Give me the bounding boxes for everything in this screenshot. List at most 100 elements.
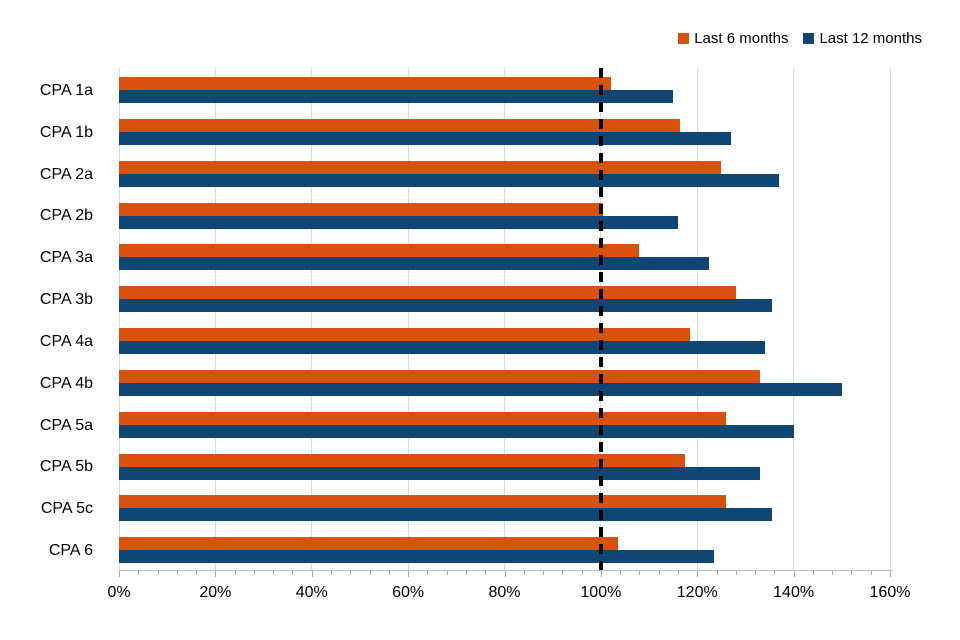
x-axis-minor-tick bbox=[273, 571, 275, 575]
x-axis-major-tick bbox=[408, 571, 410, 577]
x-axis-minor-tick bbox=[446, 571, 448, 575]
category-label: CPA 4a bbox=[39, 332, 93, 350]
x-axis-minor-tick bbox=[292, 571, 294, 575]
bar-last-6-months bbox=[119, 495, 727, 509]
x-axis-tick-label: 40% bbox=[295, 584, 328, 601]
x-axis-major-tick bbox=[311, 571, 313, 577]
bar-last-6-months bbox=[119, 537, 618, 551]
category-label: CPA 5b bbox=[39, 458, 93, 476]
x-axis-major-tick bbox=[793, 571, 795, 577]
gridline bbox=[214, 68, 216, 570]
x-axis-minor-tick bbox=[735, 571, 737, 575]
x-axis-minor-tick bbox=[138, 571, 140, 575]
x-axis-minor-tick bbox=[812, 571, 814, 575]
x-axis-minor-tick bbox=[774, 571, 776, 575]
x-axis-tick-label: 60% bbox=[392, 584, 425, 601]
bar-last-12-months bbox=[119, 466, 760, 480]
x-axis-minor-tick bbox=[331, 571, 333, 575]
x-axis-minor-tick bbox=[562, 571, 564, 575]
x-axis-minor-tick bbox=[658, 571, 660, 575]
x-axis-tick-label: 80% bbox=[488, 584, 521, 601]
x-axis-minor-tick bbox=[350, 571, 352, 575]
x-axis-tick-label: 120% bbox=[676, 584, 718, 601]
x-axis-minor-tick bbox=[620, 571, 622, 575]
bar-last-6-months bbox=[119, 244, 640, 258]
bar-last-6-months bbox=[119, 453, 686, 467]
x-axis-major-tick bbox=[504, 571, 506, 577]
bar-last-12-months bbox=[119, 550, 715, 564]
bar-last-12-months bbox=[119, 215, 678, 229]
bar-last-12-months bbox=[119, 257, 710, 271]
category-label: CPA 3a bbox=[39, 249, 93, 267]
x-axis-tick-label: 20% bbox=[199, 584, 232, 601]
category-label: CPA 4b bbox=[39, 374, 93, 392]
x-axis-minor-tick bbox=[543, 571, 545, 575]
x-axis-minor-tick bbox=[176, 571, 178, 575]
x-axis-minor-tick bbox=[581, 571, 583, 575]
x-axis-line bbox=[119, 570, 893, 571]
x-axis-minor-tick bbox=[196, 571, 198, 575]
x-axis-major-tick bbox=[890, 571, 891, 577]
bar-last-12-months bbox=[119, 424, 794, 438]
bar-last-6-months bbox=[119, 202, 604, 216]
legend-item: Last 12 months bbox=[803, 30, 922, 47]
x-axis-minor-tick bbox=[870, 571, 872, 575]
reference-line-100pct bbox=[598, 68, 603, 578]
legend-swatch-last-6-months bbox=[678, 33, 690, 44]
x-axis-tick-label: 140% bbox=[773, 584, 815, 601]
bar-last-6-months bbox=[119, 411, 727, 425]
category-label: CPA 5c bbox=[40, 500, 93, 518]
legend-label: Last 6 months bbox=[694, 30, 789, 47]
x-axis-minor-tick bbox=[716, 571, 718, 575]
bar-last-6-months bbox=[119, 160, 722, 174]
gridline bbox=[889, 68, 891, 570]
bar-last-6-months bbox=[119, 328, 691, 341]
category-label: CPA 1b bbox=[39, 123, 93, 141]
category-label: CPA 1a bbox=[39, 81, 93, 99]
x-axis-minor-tick bbox=[369, 571, 371, 575]
gridline bbox=[311, 68, 313, 570]
gridline bbox=[696, 68, 698, 570]
bar-last-12-months bbox=[119, 299, 772, 313]
x-axis-tick-label: 0% bbox=[107, 584, 131, 601]
legend-swatch-last-12-months bbox=[803, 33, 815, 44]
bar-last-12-months bbox=[119, 131, 731, 145]
chart-legend: Last 6 months Last 12 months bbox=[678, 30, 922, 47]
bar-last-12-months bbox=[119, 508, 772, 522]
bar-last-12-months bbox=[119, 341, 765, 354]
bar-last-12-months bbox=[119, 382, 842, 396]
bar-last-12-months bbox=[119, 90, 674, 103]
category-label: CPA 2a bbox=[39, 165, 93, 183]
x-axis-minor-tick bbox=[485, 571, 487, 575]
x-axis-minor-tick bbox=[427, 571, 429, 575]
bar-last-6-months bbox=[119, 77, 611, 90]
x-axis-minor-tick bbox=[755, 571, 757, 575]
bar-last-6-months bbox=[119, 369, 760, 383]
gridline bbox=[407, 68, 409, 570]
legend-item: Last 6 months bbox=[678, 30, 788, 47]
gridline bbox=[504, 68, 505, 570]
x-axis-minor-tick bbox=[157, 571, 159, 575]
category-label: CPA 6 bbox=[48, 542, 93, 560]
x-axis-major-tick bbox=[697, 571, 699, 577]
x-axis-tick-label: 100% bbox=[580, 584, 622, 601]
x-axis-major-tick bbox=[215, 571, 217, 577]
x-axis-minor-tick bbox=[523, 571, 525, 575]
x-axis-minor-tick bbox=[388, 571, 390, 575]
category-label: CPA 2b bbox=[39, 207, 93, 225]
category-label: CPA 3b bbox=[39, 291, 93, 309]
x-axis-minor-tick bbox=[639, 571, 641, 575]
bar-last-12-months bbox=[119, 173, 780, 187]
x-axis-minor-tick bbox=[465, 571, 467, 575]
x-axis-minor-tick bbox=[832, 571, 834, 575]
x-axis-minor-tick bbox=[677, 571, 679, 575]
x-axis-major-tick bbox=[119, 571, 120, 577]
x-axis-minor-tick bbox=[851, 571, 853, 575]
x-axis-minor-tick bbox=[234, 571, 236, 575]
bar-last-6-months bbox=[119, 118, 681, 132]
x-axis-major-tick bbox=[600, 571, 602, 577]
plot-area bbox=[118, 68, 891, 578]
bar-last-6-months bbox=[119, 286, 736, 300]
gridline bbox=[793, 68, 795, 570]
